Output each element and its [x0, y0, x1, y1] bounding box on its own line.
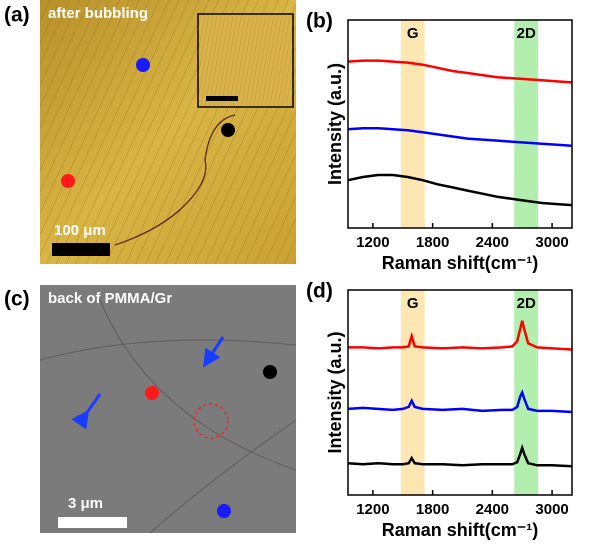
- spectrum-line: [348, 128, 572, 146]
- panel-label: (a): [4, 4, 30, 27]
- x-axis-label: Raman shift(cm⁻¹): [382, 520, 539, 540]
- x-tick-label: 2400: [476, 501, 509, 518]
- band-label: 2D: [517, 295, 536, 312]
- spectrum-line: [348, 393, 572, 413]
- y-axis-label: Intensity (a.u.): [325, 331, 345, 453]
- band-label: 2D: [517, 25, 536, 42]
- panel-caption: after bubbling: [48, 5, 148, 22]
- spectrum-line: [348, 175, 572, 205]
- panel-label: (b): [306, 10, 333, 33]
- x-tick-label: 1800: [416, 501, 449, 518]
- x-tick-label: 1800: [416, 234, 449, 251]
- band: [401, 20, 425, 228]
- band-label: G: [407, 295, 419, 312]
- x-tick-label: 1200: [356, 234, 389, 251]
- spectrum-line: [348, 61, 572, 83]
- spectrum-line: [348, 321, 572, 350]
- y-axis-label: Intensity (a.u.): [325, 63, 345, 185]
- x-tick-label: 2400: [476, 234, 509, 251]
- x-axis-label: Raman shift(cm⁻¹): [382, 253, 539, 273]
- band-label: G: [407, 25, 419, 42]
- x-tick-label: 1200: [356, 501, 389, 518]
- scale-bar-label: 3 μm: [68, 495, 103, 512]
- figure: (a) after bubbling 100 μm (c) back of PM…: [0, 0, 597, 548]
- x-tick-label: 3000: [535, 501, 568, 518]
- panel-label: (c): [4, 288, 30, 311]
- band: [514, 20, 538, 228]
- x-tick-label: 3000: [535, 234, 568, 251]
- scale-bar-label: 100 μm: [54, 222, 106, 239]
- panel-label: (d): [306, 280, 333, 303]
- spectrum-line: [348, 448, 572, 466]
- plot-frame: [348, 20, 572, 228]
- panel-caption: back of PMMA/Gr: [48, 290, 172, 307]
